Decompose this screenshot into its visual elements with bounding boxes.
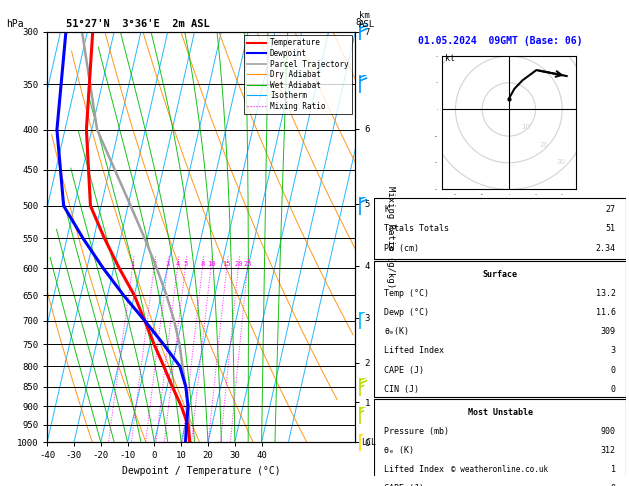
Text: hPa: hPa xyxy=(6,19,24,29)
Text: km
ASL: km ASL xyxy=(359,11,375,29)
Text: CAPE (J): CAPE (J) xyxy=(384,365,425,375)
Text: Temp (°C): Temp (°C) xyxy=(384,289,430,298)
Text: 0: 0 xyxy=(611,384,616,394)
Text: 51°27'N  3°36'E  2m ASL: 51°27'N 3°36'E 2m ASL xyxy=(66,19,210,29)
Text: Lifted Index: Lifted Index xyxy=(384,465,444,474)
Text: 4: 4 xyxy=(175,261,180,267)
Text: kt: kt xyxy=(445,54,455,63)
Bar xyxy=(374,399,626,486)
Text: θₑ(K): θₑ(K) xyxy=(384,327,409,336)
Text: 10: 10 xyxy=(207,261,215,267)
Text: 51: 51 xyxy=(606,225,616,233)
Text: LCL: LCL xyxy=(362,438,377,447)
Text: Totals Totals: Totals Totals xyxy=(384,225,449,233)
Text: 1: 1 xyxy=(611,465,616,474)
Text: 20: 20 xyxy=(234,261,243,267)
Text: 0: 0 xyxy=(611,484,616,486)
Text: 312: 312 xyxy=(601,446,616,455)
Text: 8: 8 xyxy=(355,18,361,28)
Text: 3: 3 xyxy=(165,261,170,267)
Text: CIN (J): CIN (J) xyxy=(384,384,420,394)
Text: Dewp (°C): Dewp (°C) xyxy=(384,308,430,317)
Text: 3: 3 xyxy=(611,347,616,355)
Text: 2: 2 xyxy=(152,261,157,267)
X-axis label: Dewpoint / Temperature (°C): Dewpoint / Temperature (°C) xyxy=(122,466,281,476)
Text: 20: 20 xyxy=(539,142,548,148)
Text: Most Unstable: Most Unstable xyxy=(467,408,533,417)
Text: CAPE (J): CAPE (J) xyxy=(384,484,425,486)
Text: 10: 10 xyxy=(521,124,531,130)
Text: 01.05.2024  09GMT (Base: 06): 01.05.2024 09GMT (Base: 06) xyxy=(418,36,582,46)
Legend: Temperature, Dewpoint, Parcel Trajectory, Dry Adiabat, Wet Adiabat, Isotherm, Mi: Temperature, Dewpoint, Parcel Trajectory… xyxy=(244,35,352,114)
Text: 5: 5 xyxy=(183,261,187,267)
Text: Lifted Index: Lifted Index xyxy=(384,347,444,355)
Text: © weatheronline.co.uk: © weatheronline.co.uk xyxy=(452,465,548,474)
Text: K: K xyxy=(384,205,389,214)
Text: 309: 309 xyxy=(601,327,616,336)
Text: 0: 0 xyxy=(611,365,616,375)
Text: 11.6: 11.6 xyxy=(596,308,616,317)
Bar xyxy=(374,261,626,397)
Y-axis label: Mixing Ratio (g/kg): Mixing Ratio (g/kg) xyxy=(386,186,395,288)
Bar xyxy=(374,198,626,259)
Text: 2.34: 2.34 xyxy=(596,243,616,253)
Text: 27: 27 xyxy=(606,205,616,214)
Text: Pressure (mb): Pressure (mb) xyxy=(384,427,449,436)
Text: 30: 30 xyxy=(557,159,565,165)
Text: Surface: Surface xyxy=(482,270,518,279)
Text: 25: 25 xyxy=(243,261,252,267)
Text: 15: 15 xyxy=(223,261,231,267)
Text: 1: 1 xyxy=(130,261,135,267)
Text: PW (cm): PW (cm) xyxy=(384,243,420,253)
Text: 13.2: 13.2 xyxy=(596,289,616,298)
Text: θₑ (K): θₑ (K) xyxy=(384,446,415,455)
Text: 8: 8 xyxy=(201,261,204,267)
Text: 900: 900 xyxy=(601,427,616,436)
